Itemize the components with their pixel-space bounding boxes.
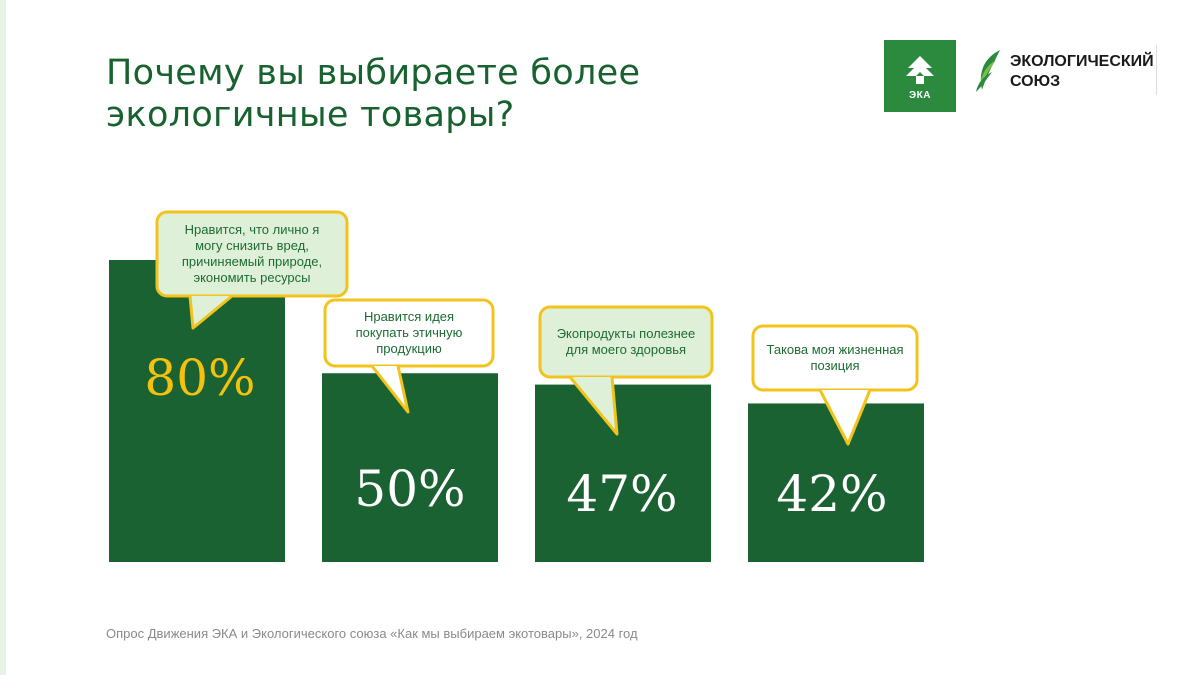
tree-arrow-icon	[906, 56, 934, 84]
title-line-1: Почему вы выбираете более	[106, 53, 641, 93]
callout-text-2-line-2: покупать этичную	[356, 325, 463, 340]
bar-value-label-4: 42%	[776, 465, 887, 523]
bar-4	[748, 403, 924, 562]
callout-text-2-line-3: продукцию	[376, 341, 442, 356]
union-logo-line-2: СОЮЗ	[1010, 73, 1061, 90]
bar-2	[322, 373, 498, 562]
callout-text-3-line-2: для моего здоровья	[566, 342, 686, 357]
callout-box-2	[323, 298, 495, 368]
callout-pointer-fill-4	[820, 390, 870, 444]
callout-text-1-line-2: могу снизить вред,	[195, 238, 309, 253]
callout-pointer-2	[370, 365, 410, 414]
union-logo-line-1: ЭКОЛОГИЧЕСКИЙ	[1010, 53, 1154, 70]
callout-text-1-line-1: Нравится, что лично я	[185, 222, 320, 237]
callout-text-3-line-1: Экопродукты полезнее	[557, 326, 696, 341]
logo-divider	[1156, 45, 1157, 95]
callout-text-2-line-1: Нравится идея	[364, 309, 454, 324]
page-title: Почему вы выбираете более экологичные то…	[106, 52, 726, 136]
callout-text-1-line-4: экономить ресурсы	[193, 270, 310, 285]
side-accent-strip	[0, 0, 6, 675]
bar-3	[535, 384, 711, 562]
leaf-icon	[976, 50, 1000, 92]
callout-text-4-line-1: Такова моя жизненная	[766, 342, 903, 357]
callout-pointer-1	[188, 294, 233, 330]
ecological-union-logo: ЭКОЛОГИЧЕСКИЙ СОЮЗ	[974, 48, 1164, 98]
callout-box-3	[538, 305, 714, 379]
bar-value-label-3: 47%	[566, 465, 677, 523]
source-footnote: Опрос Движения ЭКА и Экологического союз…	[106, 626, 638, 641]
callout-box-1	[155, 210, 349, 298]
eka-logo-text: ЭКА	[909, 90, 931, 101]
callout-text-1-line-3: причиняемый природе,	[182, 254, 322, 269]
ecological-union-logo-text: ЭКОЛОГИЧЕСКИЙ СОЮЗ	[1010, 52, 1160, 92]
callout-pointer-3	[568, 376, 619, 436]
eka-logo: ЭКА	[884, 40, 956, 112]
bar-value-label-2: 50%	[354, 460, 465, 518]
bar-value-label-1: 80%	[144, 349, 255, 407]
callout-text-4-line-2: позиция	[810, 358, 859, 373]
callout-pointer-4	[818, 389, 872, 446]
title-line-2: экологичные товары?	[106, 95, 515, 135]
